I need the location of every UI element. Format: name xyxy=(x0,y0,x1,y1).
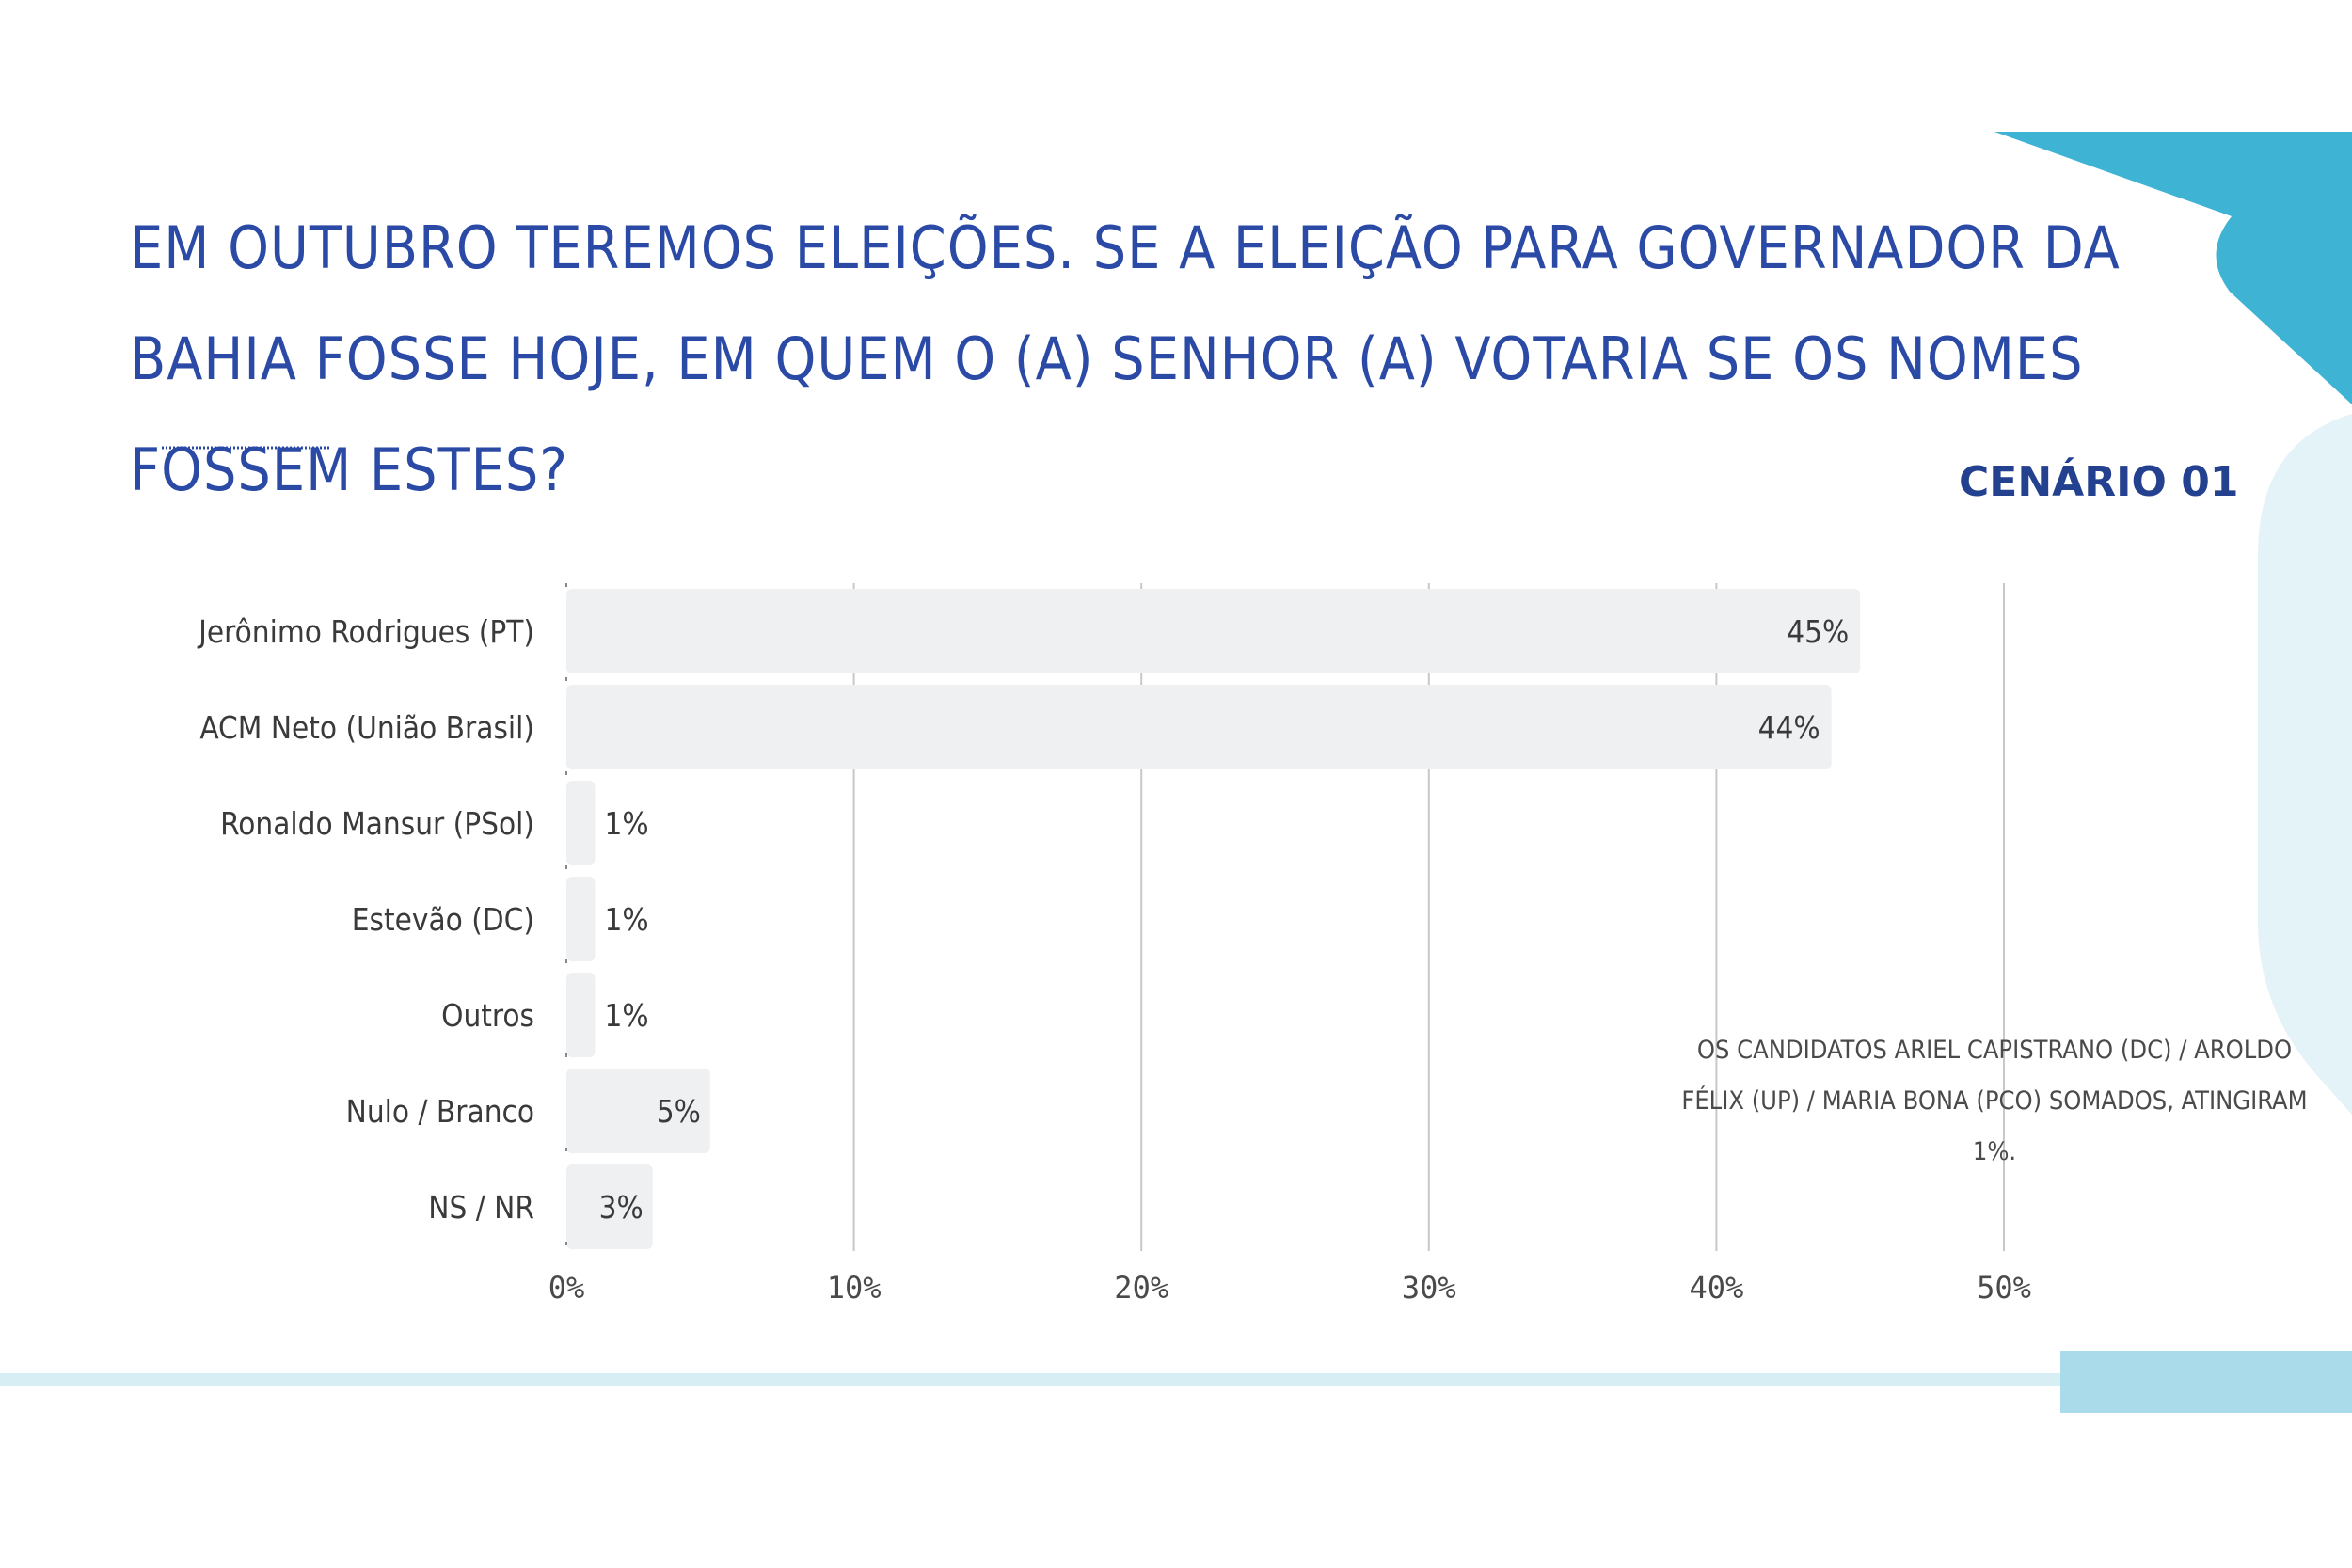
category-label: Nulo / Branco xyxy=(346,1093,534,1130)
data-label: 1% xyxy=(605,901,649,938)
data-label: 3% xyxy=(599,1189,644,1226)
scenario-label: CENÁRIO 01 xyxy=(1959,458,2239,506)
category-label: Jerônimo Rodrigues (PT) xyxy=(197,613,534,650)
x-tick-label: 0% xyxy=(548,1270,585,1306)
category-label: ACM Neto (União Brasil) xyxy=(199,709,534,746)
x-tick-label: 50% xyxy=(1977,1270,2031,1306)
x-tick-label: 10% xyxy=(827,1270,882,1306)
data-label: 1% xyxy=(605,805,649,842)
top-right-accent-shape xyxy=(1994,132,2352,404)
bar xyxy=(566,1069,710,1153)
x-tick-label: 20% xyxy=(1114,1270,1168,1306)
category-label: Ronaldo Mansur (PSol) xyxy=(220,805,534,842)
data-label: 44% xyxy=(1758,709,1820,746)
x-tick-label: 40% xyxy=(1690,1270,1744,1306)
bar xyxy=(566,589,1861,673)
bar xyxy=(566,973,596,1057)
right-light-accent-shape xyxy=(2258,414,2352,1115)
footnote: OS CANDIDATOS ARIEL CAPISTRANO (DC) / AR… xyxy=(1681,1036,2308,1166)
bar xyxy=(566,685,1832,769)
bar xyxy=(566,1164,653,1249)
data-label: 45% xyxy=(1787,613,1849,650)
bottom-divider-line xyxy=(0,1373,2258,1386)
bar xyxy=(566,877,596,961)
page-title: EM OUTUBRO TEREMOS ELEIÇÕES. SE A ELEIÇÃ… xyxy=(130,214,2121,504)
bottom-right-accent-bar xyxy=(2060,1351,2352,1413)
category-label: Estevão (DC) xyxy=(352,901,534,938)
bar xyxy=(566,781,596,865)
data-label: 5% xyxy=(657,1093,701,1130)
data-label: 1% xyxy=(605,997,649,1034)
category-label: Outros xyxy=(441,997,534,1034)
x-tick-label: 30% xyxy=(1402,1270,1456,1306)
category-label: NS / NR xyxy=(428,1189,534,1226)
